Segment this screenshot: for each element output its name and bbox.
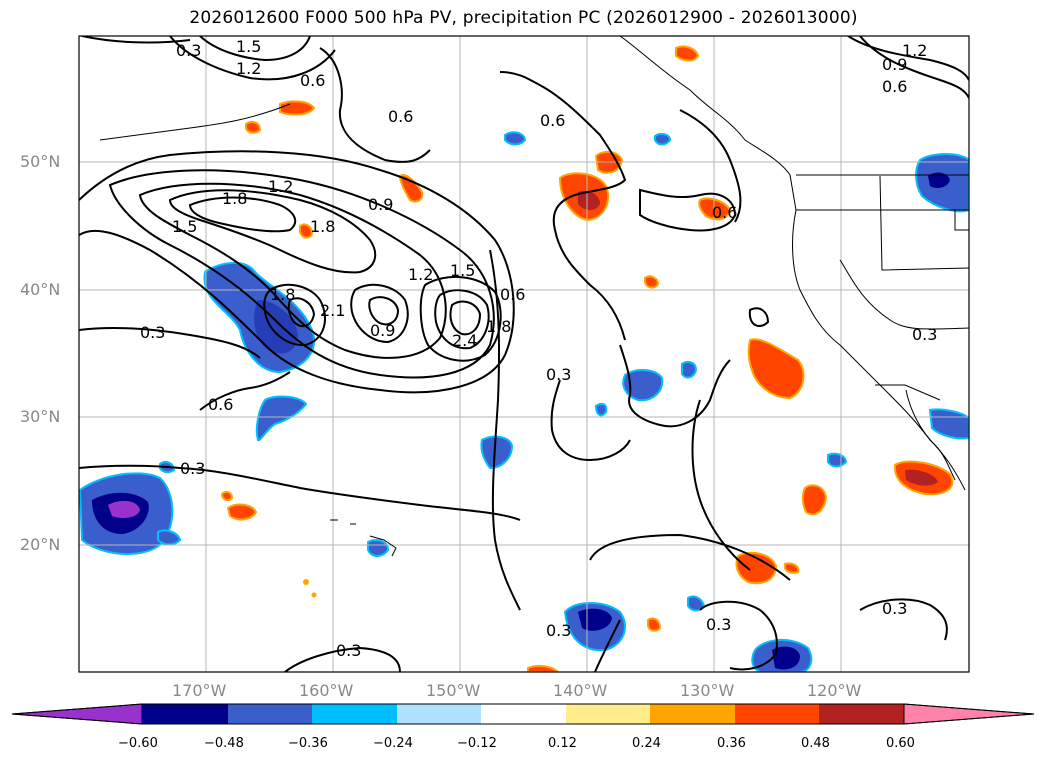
contour-label: 0.6 — [388, 107, 413, 126]
colorbar-tick-label: −0.24 — [373, 736, 413, 751]
colorbar — [11, 703, 1035, 725]
contour-label: 0.3 — [140, 323, 165, 342]
lon-label-120w: 120°W — [807, 681, 862, 700]
map-title: 2026012600 F000 500 hPa PV, precipitatio… — [189, 8, 858, 28]
colorbar-bin — [650, 704, 735, 724]
contour-label: 0.3 — [546, 621, 571, 640]
contour-label: 1.5 — [450, 261, 475, 280]
pv-contours — [79, 36, 969, 672]
colorbar-tick-label: −0.60 — [118, 736, 158, 751]
contour-label: 0.3 — [706, 615, 731, 634]
colorbar-tick-label: −0.48 — [204, 736, 244, 751]
colorbar-bin — [312, 704, 397, 724]
contour-label: 0.3 — [912, 325, 937, 344]
lat-label-40n: 40°N — [20, 280, 61, 299]
colorbar-tick-label: −0.36 — [288, 736, 328, 751]
contour-label: 0.6 — [712, 203, 737, 222]
graticule — [79, 36, 969, 672]
colorbar-bin — [397, 704, 481, 724]
contour-label: 0.6 — [300, 71, 325, 90]
contour-label: 1.8 — [486, 317, 511, 336]
contour-label: 1.8 — [310, 217, 335, 236]
lat-label-50n: 50°N — [20, 152, 61, 171]
contour-label: 0.9 — [368, 195, 393, 214]
contour-label: 0.6 — [500, 285, 525, 304]
colorbar-tick-label: 0.24 — [632, 736, 661, 751]
contour-label: 0.6 — [882, 77, 907, 96]
colorbar-tick-label: 0.60 — [886, 736, 915, 751]
colorbar-tick-label: 0.48 — [801, 736, 830, 751]
contour-label: 0.9 — [370, 321, 395, 340]
colorbar-bin — [819, 704, 904, 724]
lon-label-160w: 160°W — [299, 681, 354, 700]
contour-label: 0.3 — [336, 641, 361, 660]
colorbar-extend-max — [903, 703, 1035, 725]
lon-label-130w: 130°W — [680, 681, 735, 700]
colorbar-bin — [228, 704, 312, 724]
contour-label: 2.1 — [320, 301, 345, 320]
contour-label: 1.5 — [236, 37, 261, 56]
contour-label: 1.2 — [902, 41, 927, 60]
contour-label: 0.3 — [180, 459, 205, 478]
map-frame — [78, 35, 970, 673]
colorbar-bin — [481, 704, 566, 724]
contour-label: 1.2 — [408, 265, 433, 284]
colorbar-tick-label: 0.36 — [717, 736, 746, 751]
contour-label: 1.5 — [172, 217, 197, 236]
contour-label: 1.8 — [270, 285, 295, 304]
contour-label: 1.2 — [236, 59, 261, 78]
colorbar-bin — [735, 704, 819, 724]
colorbar-bin — [566, 704, 650, 724]
contour-label: 0.9 — [882, 55, 907, 74]
contour-label: 2.4 — [452, 331, 477, 350]
contour-label-group: 1.5 1.2 0.6 0.6 0.6 1.2 0.9 0.6 1.2 1.8 … — [140, 37, 937, 660]
lon-label-140w: 140°W — [553, 681, 608, 700]
contour-label: 0.3 — [546, 365, 571, 384]
contour-label: 1.2 — [268, 177, 293, 196]
lon-label-170w: 170°W — [172, 681, 227, 700]
lon-label-150w: 150°W — [426, 681, 481, 700]
lat-label-20n: 20°N — [20, 535, 61, 554]
contour-label: 1.8 — [222, 189, 247, 208]
lat-label-30n: 30°N — [20, 407, 61, 426]
contour-label: 0.6 — [540, 111, 565, 130]
colorbar-tick-label: 0.12 — [548, 736, 577, 751]
contour-label: 0.6 — [208, 395, 233, 414]
contour-label: 0.3 — [176, 41, 201, 60]
coastlines — [99, 36, 969, 557]
colorbar-tick-label: −0.12 — [457, 736, 497, 751]
map-background — [79, 36, 969, 672]
colorbar-extend-min — [11, 703, 143, 725]
colorbar-bin — [142, 704, 228, 724]
contour-label: 0.3 — [882, 599, 907, 618]
